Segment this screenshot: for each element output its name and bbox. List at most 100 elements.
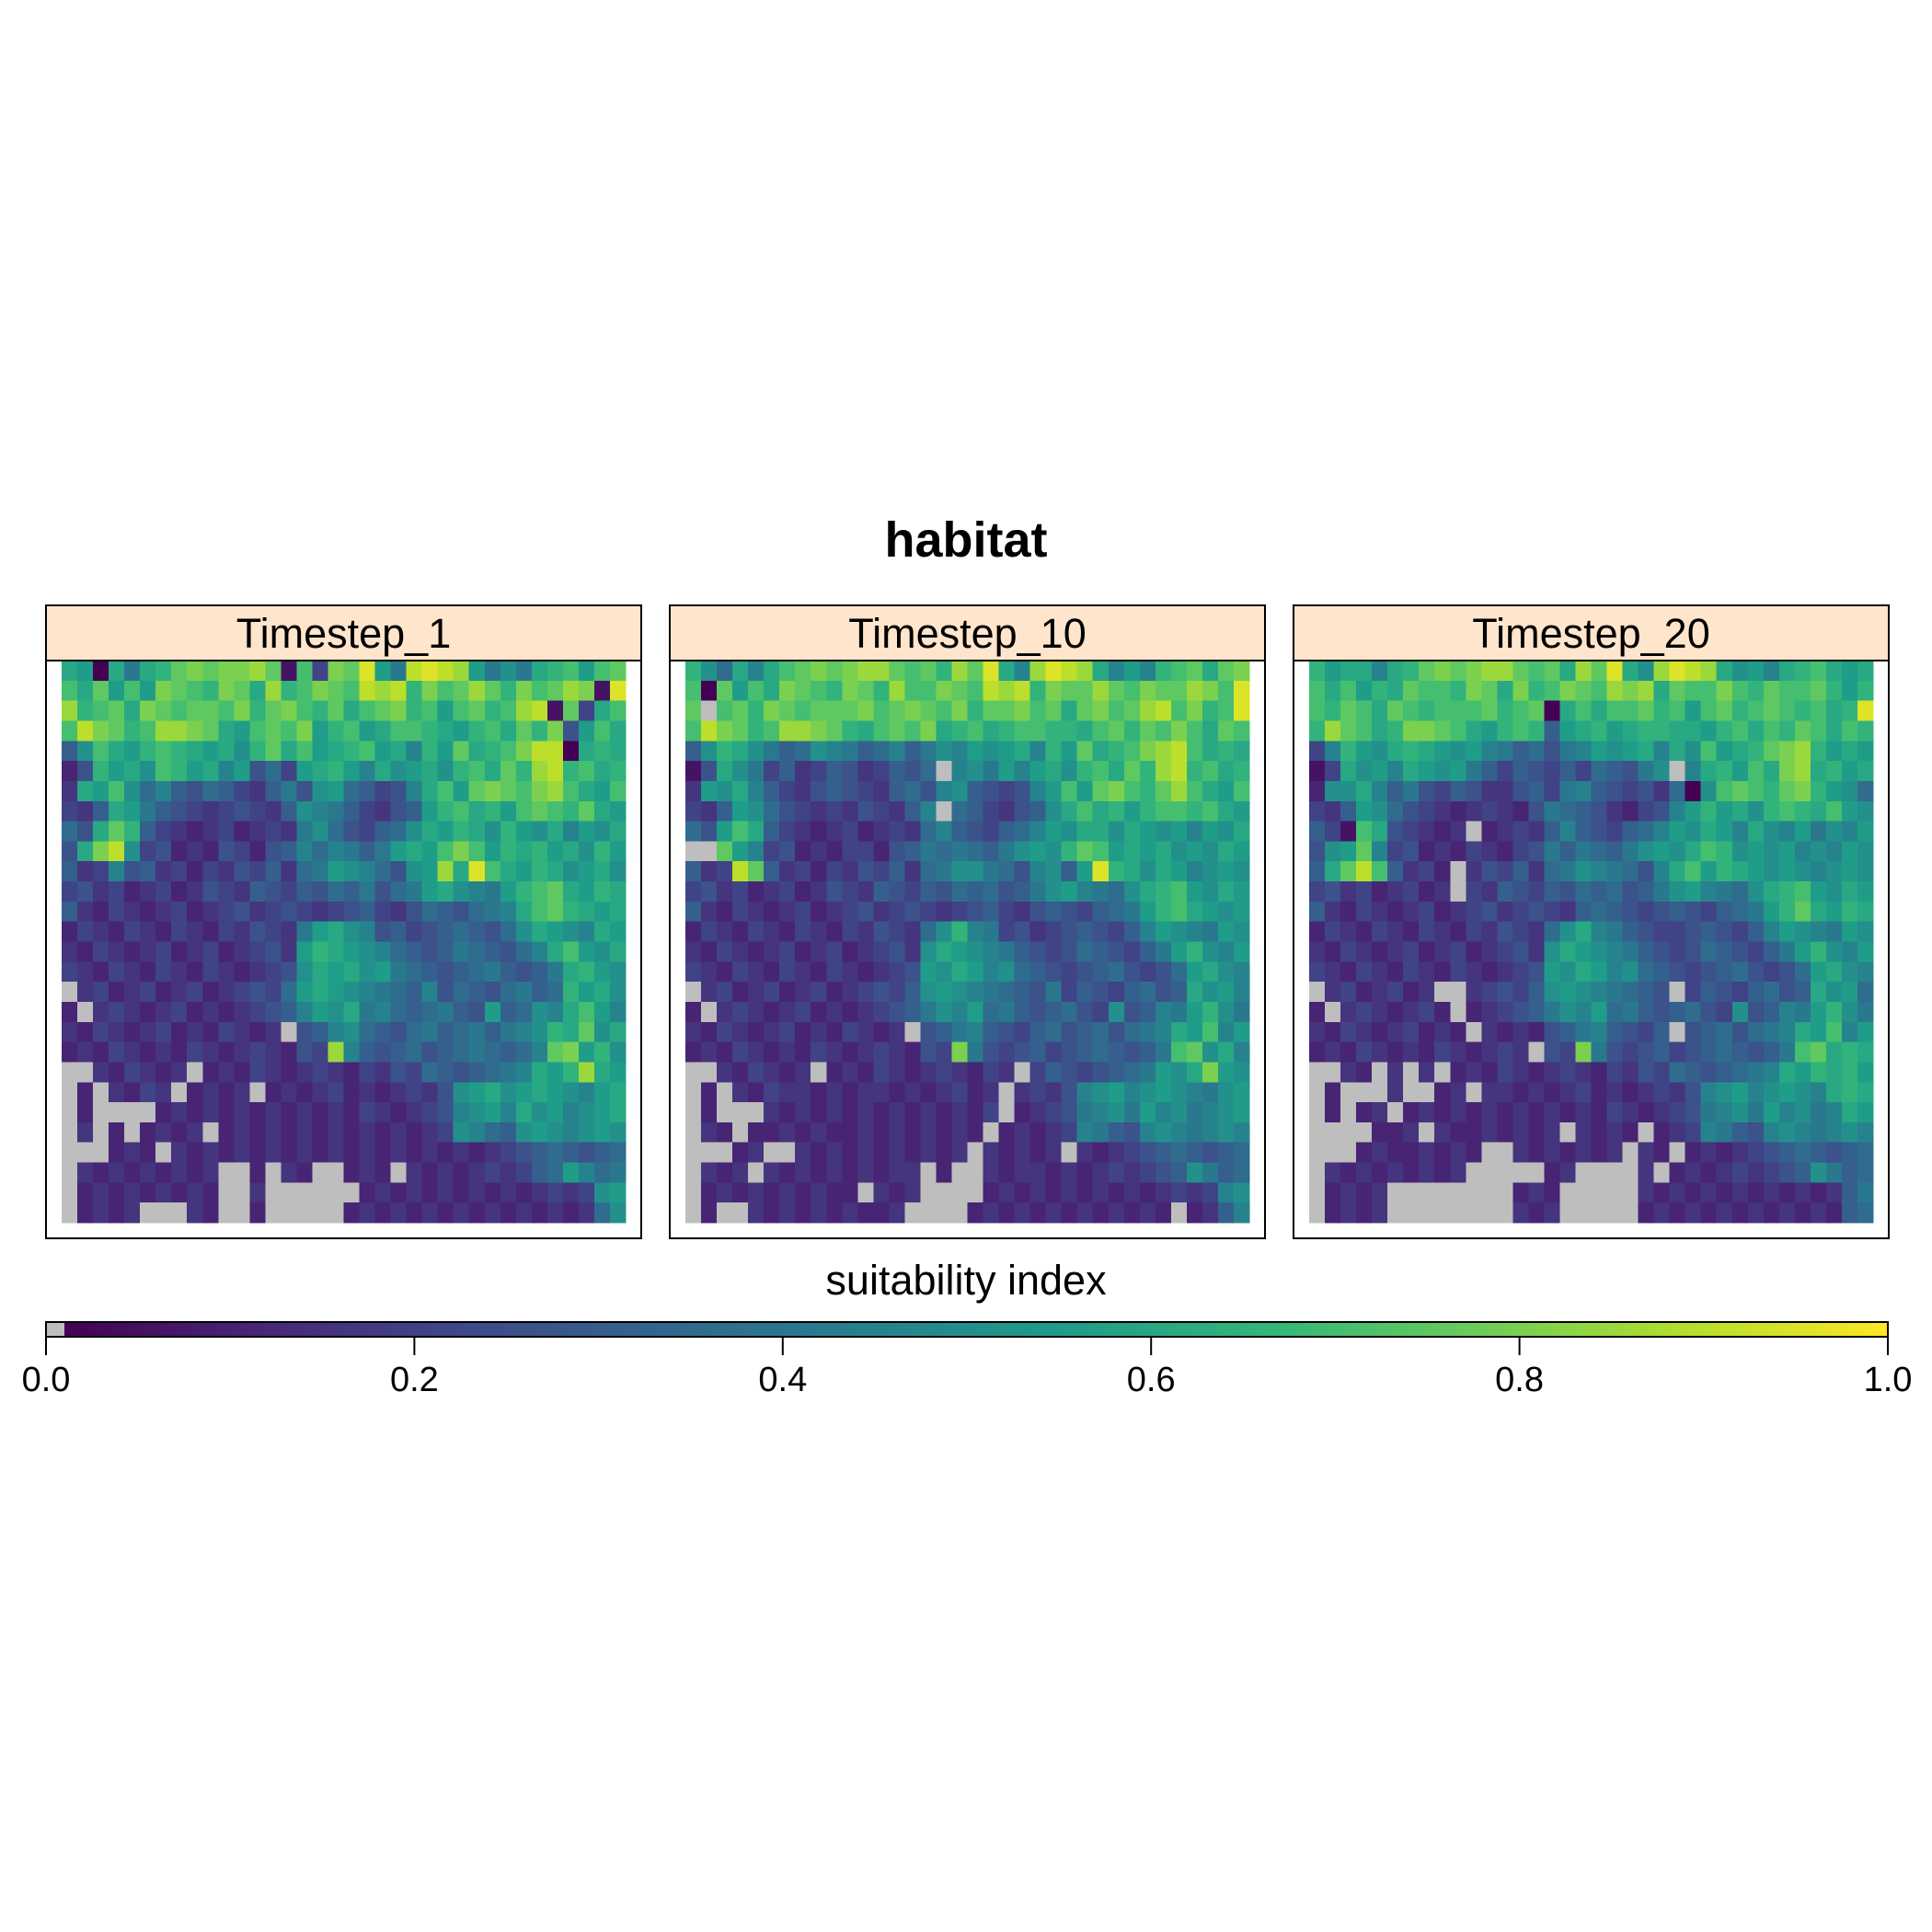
heatmap-cell — [453, 1041, 470, 1064]
heatmap-cell — [1372, 961, 1388, 983]
heatmap-cell — [1403, 921, 1420, 943]
heatmap-cell — [62, 1001, 78, 1023]
heatmap-cell — [140, 780, 156, 802]
heatmap-cell — [1233, 800, 1250, 822]
heatmap-cell — [500, 1162, 517, 1183]
heatmap-cell — [265, 780, 282, 802]
heatmap-cell — [685, 881, 702, 903]
heatmap-cell — [951, 1001, 969, 1023]
heatmap-cell — [1170, 761, 1188, 782]
heatmap-cell — [249, 800, 266, 822]
heatmap-cell — [515, 1041, 533, 1064]
heatmap-cell — [1544, 700, 1561, 722]
heatmap-cell — [1841, 661, 1858, 682]
heatmap-cell — [1356, 921, 1373, 943]
heatmap-cell — [1481, 821, 1498, 842]
heatmap-cell — [1061, 861, 1078, 882]
heatmap-cell — [1794, 1082, 1811, 1103]
heatmap-cell — [312, 941, 329, 962]
heatmap-cell — [1512, 921, 1529, 943]
heatmap-cell — [1591, 821, 1608, 842]
heatmap-cell — [1559, 1041, 1577, 1064]
heatmap-cell — [1170, 1142, 1188, 1164]
heatmap-cell — [202, 1082, 219, 1103]
heatmap-cell — [155, 661, 172, 682]
heatmap-cell — [1763, 1062, 1780, 1083]
heatmap-cell — [1544, 841, 1561, 862]
heatmap-cell — [1450, 1202, 1466, 1224]
heatmap-cell — [1669, 1001, 1686, 1023]
heatmap-cell — [77, 1162, 94, 1183]
heatmap-cell — [62, 941, 78, 962]
heatmap-cell — [1857, 680, 1874, 702]
heatmap-cell — [155, 821, 172, 842]
heatmap-cell — [1575, 901, 1593, 923]
heatmap-cell — [1638, 700, 1655, 722]
heatmap-cell — [281, 720, 298, 742]
heatmap-cell — [140, 1162, 156, 1183]
heatmap-cell — [1638, 800, 1655, 822]
heatmap-cell — [1763, 1041, 1780, 1064]
heatmap-cell — [421, 780, 439, 802]
heatmap-cell — [343, 780, 361, 802]
heatmap-cell — [904, 761, 922, 782]
heatmap-cell — [531, 841, 548, 862]
heatmap-cell — [468, 780, 486, 802]
heatmap-cell — [1638, 841, 1655, 862]
heatmap-cell — [795, 1162, 811, 1183]
heatmap-cell — [1029, 1182, 1047, 1203]
heatmap-cell — [406, 1082, 423, 1103]
heatmap-cell — [1186, 1041, 1203, 1064]
heatmap-cell — [732, 881, 749, 903]
heatmap-cell — [1653, 1021, 1671, 1043]
heatmap-cell — [826, 1121, 843, 1144]
heatmap-cell — [904, 901, 922, 923]
heatmap-cell — [1653, 901, 1671, 923]
heatmap-cell — [312, 1202, 329, 1224]
chart-title: habitat — [884, 512, 1047, 568]
heatmap-cell — [1685, 1102, 1702, 1123]
heatmap-cell — [609, 1102, 627, 1123]
heatmap-cell — [77, 1102, 94, 1123]
heatmap-cell — [593, 901, 611, 923]
heatmap-cell — [1340, 1142, 1357, 1164]
heatmap-cell — [328, 761, 345, 782]
heatmap-cell — [1029, 1001, 1047, 1023]
heatmap-cell — [1309, 1182, 1326, 1203]
heatmap-cell — [1233, 661, 1250, 682]
heatmap-cell — [1810, 821, 1827, 842]
heatmap-cell — [1309, 1102, 1326, 1123]
heatmap-cell — [1575, 780, 1593, 802]
heatmap-cell — [857, 761, 874, 782]
heatmap-cell — [1325, 680, 1341, 702]
heatmap-cell — [124, 661, 141, 682]
heatmap-cell — [1419, 881, 1435, 903]
heatmap-cell — [1685, 1162, 1702, 1183]
heatmap-cell — [1778, 982, 1796, 1003]
heatmap-cell — [124, 1082, 141, 1103]
heatmap-cell — [390, 1162, 408, 1183]
heatmap-cell — [889, 700, 905, 722]
heatmap-cell — [437, 921, 454, 943]
heatmap-cell — [484, 921, 501, 943]
heatmap-cell — [1045, 700, 1063, 722]
heatmap-cell — [1559, 841, 1577, 862]
heatmap-cell — [1591, 1202, 1608, 1224]
heatmap-cell — [685, 861, 702, 882]
heatmap-cell — [1716, 821, 1733, 842]
heatmap-cell — [1857, 1082, 1874, 1103]
heatmap-cell — [1325, 821, 1341, 842]
heatmap-cell — [764, 941, 780, 962]
heatmap-cell — [1029, 961, 1047, 983]
heatmap-cell — [1434, 700, 1451, 722]
heatmap-cell — [1233, 1041, 1250, 1064]
heatmap-cell — [77, 741, 94, 762]
heatmap-cell — [1685, 1021, 1702, 1043]
heatmap-cell — [811, 982, 827, 1003]
heatmap-cell — [1340, 700, 1357, 722]
heatmap-cell — [1372, 1082, 1388, 1103]
heatmap-cell — [1700, 1162, 1718, 1183]
heatmap-cell — [374, 961, 392, 983]
heatmap-cell — [701, 1121, 718, 1144]
heatmap-cell — [1014, 1082, 1031, 1103]
